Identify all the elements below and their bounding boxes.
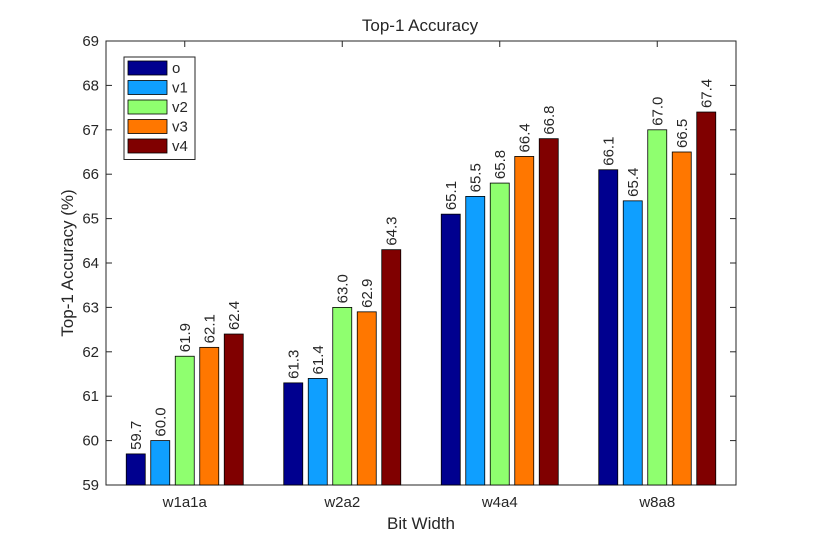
bar-value-label: 66.5 [674,119,691,148]
x-tick-label: w8a8 [638,494,675,511]
chart-title: Top-1 Accuracy [362,16,479,35]
legend: o v1 v2 v3 v4 [123,56,196,160]
bar-value-label: 65.5 [467,163,484,192]
bar-v4-w1a1a [223,333,244,486]
bar-value-label: 62.1 [201,314,218,343]
bar-v1-w8a8 [622,200,643,486]
bar-o-w4a4 [440,213,461,486]
y-tick-label: 69 [82,33,99,50]
y-axis: 59 60 61 62 63 64 65 66 67 68 69 [82,33,736,494]
x-tick-label: w4a4 [481,494,518,511]
y-tick-label: 61 [82,388,99,405]
y-tick-label: 64 [82,255,99,272]
legend-label: v4 [172,138,188,155]
legend-label: o [172,60,180,77]
legend-label: v2 [172,99,188,116]
bar-value-label: 59.7 [128,421,145,450]
bar-v2-w2a2 [332,306,353,486]
y-tick-label: 68 [82,77,99,94]
legend-swatch-o [127,60,168,76]
bar-value-label: 62.9 [359,279,376,308]
x-tick-label: w2a2 [323,494,360,511]
bar-value-label: 62.4 [226,301,243,330]
data-labels: 59.7 60.0 61.9 62.1 62.4 61.3 61.4 63.0 62.9 64.3… [128,79,716,450]
x-tick-label: w1a1a [162,494,208,511]
y-tick-label: 60 [82,433,99,450]
legend-swatch-v4 [127,138,168,154]
bar-o-w8a8 [598,169,619,486]
bar-v4-w2a2 [381,249,402,486]
legend-label: v3 [172,119,188,136]
x-axis: w1a1a w2a2 w4a4 w8a8 [162,41,675,511]
y-tick-label: 67 [82,122,99,139]
bar-v3-w4a4 [514,156,535,486]
bar-v2-w4a4 [489,182,510,486]
bar-value-label: 65.4 [625,168,642,197]
bar-value-label: 65.8 [492,150,509,179]
bar-value-label: 60.0 [152,407,169,436]
bar-value-label: 61.4 [310,345,327,374]
bar-value-label: 61.9 [177,323,194,352]
bar-v4-w4a4 [538,138,559,486]
bar-v1-w1a1a [150,440,171,486]
bar-value-label: 66.1 [600,137,617,166]
legend-swatch-v1 [127,80,168,95]
bar-value-label: 63.0 [334,274,351,303]
legend-label: v1 [172,80,188,97]
x-axis-label: Bit Width [387,514,455,533]
y-tick-label: 63 [82,299,99,316]
bar-o-w2a2 [283,382,304,486]
y-axis-label: Top-1 Accuracy (%) [58,189,77,336]
bar-o-w1a1a [125,453,146,486]
bar-v2-w8a8 [647,129,668,486]
bar-value-label: 64.3 [383,216,400,245]
bar-value-label: 66.4 [516,123,533,152]
y-tick-label: 59 [82,477,99,494]
bar-value-label: 67.0 [649,97,666,126]
bar-value-label: 65.1 [443,181,460,210]
bar-v4-w8a8 [696,111,717,486]
y-tick-label: 65 [82,211,99,228]
y-tick-label: 66 [82,166,99,183]
bars [125,111,717,486]
y-tick-label: 62 [82,344,99,361]
bar-value-label: 61.3 [285,350,302,379]
bar-value-label: 66.8 [541,105,558,134]
bar-v3-w2a2 [356,311,377,486]
bar-v2-w1a1a [174,355,195,486]
legend-swatch-v2 [127,99,168,115]
bar-v3-w8a8 [671,151,692,486]
bar-value-label: 67.4 [698,79,715,108]
bar-v3-w1a1a [199,346,220,486]
legend-swatch-v3 [127,119,168,134]
bar-v1-w4a4 [465,195,486,486]
bar-v1-w2a2 [307,378,328,486]
